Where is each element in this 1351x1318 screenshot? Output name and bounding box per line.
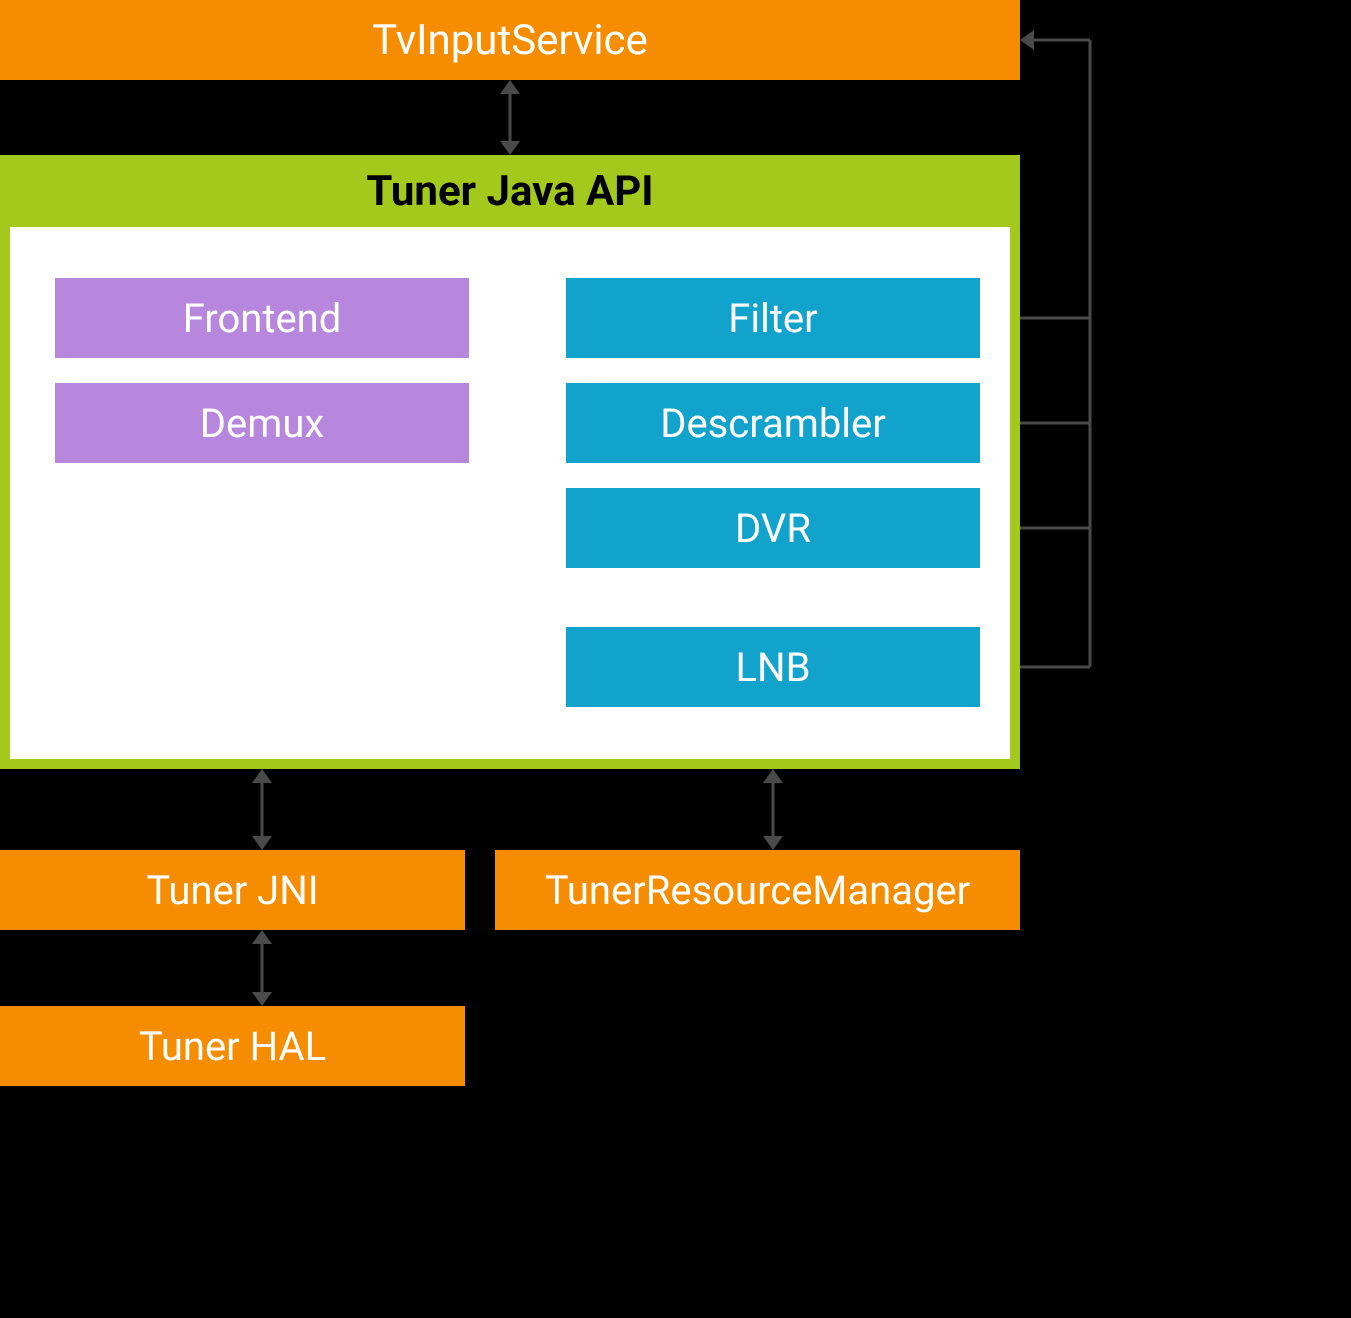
- frontend-box: Frontend: [55, 278, 469, 358]
- tvinputservice-label: TvInputService: [372, 16, 648, 65]
- tvinputservice-box: TvInputService: [0, 0, 1020, 80]
- tuner-jni-label: Tuner JNI: [146, 867, 318, 914]
- demux-label: Demux: [200, 400, 324, 447]
- tuner-hal-label: Tuner HAL: [139, 1023, 326, 1070]
- tuner-jni-box: Tuner JNI: [0, 850, 465, 930]
- tuner-java-api-titlebar: Tuner Java API: [0, 155, 1020, 227]
- tuner-hal-box: Tuner HAL: [0, 1006, 465, 1086]
- demux-box: Demux: [55, 383, 469, 463]
- descrambler-box: Descrambler: [566, 383, 980, 463]
- tuner-java-api-title: Tuner Java API: [366, 167, 653, 216]
- descrambler-label: Descrambler: [660, 400, 886, 447]
- dvr-box: DVR: [566, 488, 980, 568]
- frontend-label: Frontend: [183, 295, 342, 342]
- lnb-label: LNB: [736, 644, 811, 691]
- diagram-stage: TvInputService Tuner Java API Frontend D…: [0, 0, 1351, 1318]
- filter-label: Filter: [728, 295, 817, 342]
- lnb-box: LNB: [566, 627, 980, 707]
- tuner-resource-manager-box: TunerResourceManager: [495, 850, 1020, 930]
- dvr-label: DVR: [735, 505, 811, 552]
- tuner-resource-manager-label: TunerResourceManager: [545, 867, 970, 914]
- filter-box: Filter: [566, 278, 980, 358]
